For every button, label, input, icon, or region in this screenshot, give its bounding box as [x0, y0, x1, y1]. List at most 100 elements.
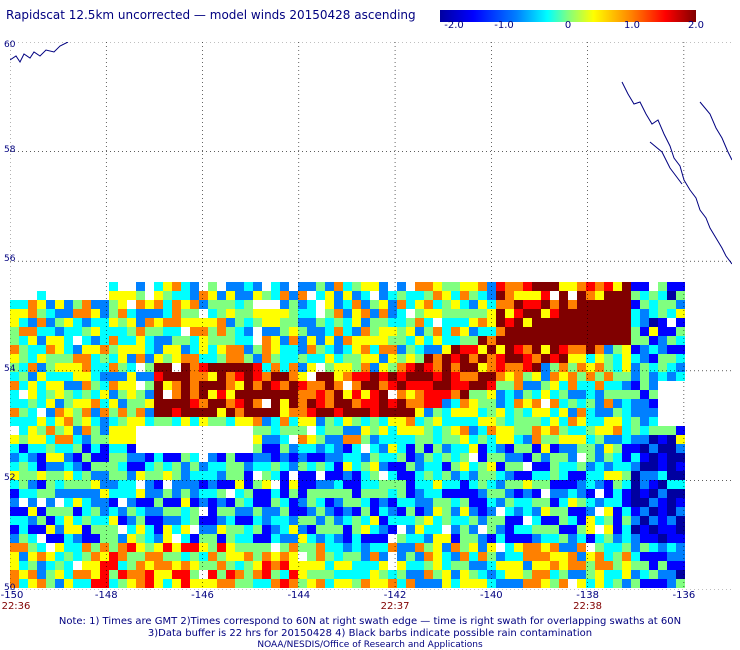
- wind-cell: [334, 579, 343, 588]
- wind-cell: [262, 453, 271, 462]
- wind-cell: [433, 381, 442, 390]
- wind-cell: [163, 579, 172, 588]
- wind-cell: [604, 372, 613, 381]
- wind-cell: [541, 579, 550, 588]
- wind-cell: [352, 435, 361, 444]
- wind-cell: [325, 552, 334, 561]
- wind-cell: [208, 300, 217, 309]
- wind-cell: [154, 480, 163, 489]
- wind-cell: [640, 399, 649, 408]
- wind-cell: [658, 579, 667, 588]
- wind-cell: [82, 489, 91, 498]
- wind-cell: [541, 570, 550, 579]
- wind-cell: [523, 345, 532, 354]
- wind-cell: [496, 354, 505, 363]
- wind-cell: [460, 372, 469, 381]
- wind-cell: [451, 390, 460, 399]
- wind-cell: [172, 525, 181, 534]
- wind-cell: [631, 345, 640, 354]
- wind-cell: [19, 525, 28, 534]
- wind-cell: [568, 336, 577, 345]
- wind-cell: [505, 381, 514, 390]
- wind-cell: [496, 561, 505, 570]
- wind-cell: [253, 552, 262, 561]
- wind-cell: [379, 318, 388, 327]
- wind-cell: [10, 372, 19, 381]
- wind-cell: [343, 516, 352, 525]
- wind-cell: [442, 318, 451, 327]
- wind-cell: [469, 552, 478, 561]
- wind-cell: [640, 309, 649, 318]
- wind-cell: [262, 579, 271, 588]
- wind-cell: [136, 579, 145, 588]
- wind-cell: [352, 561, 361, 570]
- wind-cell: [379, 489, 388, 498]
- wind-cell: [262, 570, 271, 579]
- wind-cell: [334, 471, 343, 480]
- wind-cell: [64, 354, 73, 363]
- wind-cell: [190, 561, 199, 570]
- wind-cell: [631, 408, 640, 417]
- wind-cell: [127, 525, 136, 534]
- wind-cell: [217, 552, 226, 561]
- wind-cell: [244, 390, 253, 399]
- wind-cell: [289, 543, 298, 552]
- wind-cell: [523, 381, 532, 390]
- wind-cell: [352, 309, 361, 318]
- wind-cell: [577, 309, 586, 318]
- wind-cell: [352, 399, 361, 408]
- wind-cell: [298, 534, 307, 543]
- wind-cell: [73, 399, 82, 408]
- wind-cell: [127, 408, 136, 417]
- wind-cell: [442, 417, 451, 426]
- wind-cell: [181, 471, 190, 480]
- wind-cell: [91, 327, 100, 336]
- wind-cell: [388, 417, 397, 426]
- wind-cell: [127, 444, 136, 453]
- wind-cell: [136, 471, 145, 480]
- wind-cell: [154, 345, 163, 354]
- wind-cell: [226, 561, 235, 570]
- wind-cell: [388, 444, 397, 453]
- wind-cell: [568, 453, 577, 462]
- wind-cell: [514, 543, 523, 552]
- wind-cell: [145, 570, 154, 579]
- wind-cell: [10, 417, 19, 426]
- wind-cell: [532, 435, 541, 444]
- wind-cell: [577, 363, 586, 372]
- wind-cell: [181, 417, 190, 426]
- wind-cell: [127, 507, 136, 516]
- wind-cell: [298, 399, 307, 408]
- wind-cell: [622, 552, 631, 561]
- wind-cell: [181, 498, 190, 507]
- color-scale-tick: -2.0: [444, 20, 464, 31]
- wind-cell: [172, 561, 181, 570]
- wind-cell: [208, 282, 217, 291]
- wind-cell: [451, 345, 460, 354]
- wind-cell: [352, 480, 361, 489]
- wind-cell: [568, 390, 577, 399]
- wind-cell: [37, 507, 46, 516]
- wind-cell: [100, 579, 109, 588]
- wind-cell: [658, 444, 667, 453]
- wind-cell: [145, 525, 154, 534]
- wind-cell: [289, 363, 298, 372]
- wind-cell: [163, 507, 172, 516]
- wind-cell: [460, 561, 469, 570]
- wind-cell: [631, 525, 640, 534]
- wind-cell: [667, 453, 676, 462]
- wind-cell: [433, 336, 442, 345]
- wind-cell: [271, 363, 280, 372]
- wind-cell: [10, 543, 19, 552]
- wind-cell: [541, 471, 550, 480]
- wind-cell: [46, 507, 55, 516]
- wind-cell: [235, 543, 244, 552]
- wind-cell: [181, 390, 190, 399]
- wind-cell: [118, 291, 127, 300]
- wind-cell: [307, 453, 316, 462]
- wind-cell: [217, 408, 226, 417]
- wind-cell: [10, 318, 19, 327]
- wind-cell: [154, 489, 163, 498]
- wind-cell: [559, 525, 568, 534]
- wind-cell: [226, 309, 235, 318]
